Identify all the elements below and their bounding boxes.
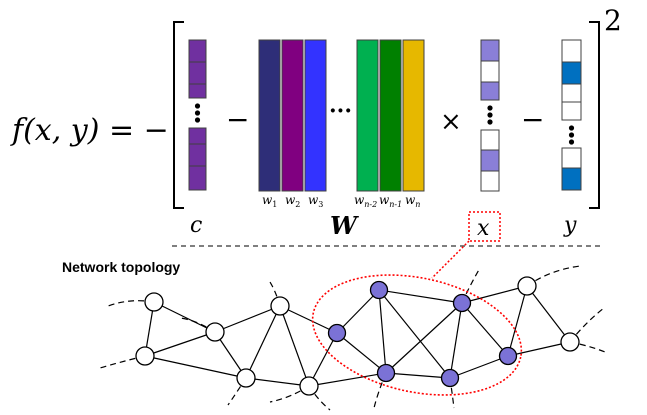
y-vector [561, 39, 582, 191]
x-vector [480, 39, 500, 192]
x-cell [480, 60, 500, 83]
network-node-highlighted [327, 323, 347, 343]
y-cell [561, 101, 582, 121]
highlight-ellipse [311, 274, 523, 396]
c-cell [188, 61, 207, 85]
w2-column [281, 39, 304, 192]
c-cell [188, 83, 207, 99]
dot [568, 125, 575, 131]
network-node [517, 276, 537, 296]
network-nodes [135, 276, 580, 396]
c-vertical-dots [194, 103, 201, 123]
x-cell [480, 81, 500, 101]
right-bracket [589, 21, 600, 209]
wn-1-column [379, 39, 402, 192]
network-node [299, 376, 319, 396]
w3-column [304, 39, 327, 192]
x-cell [480, 149, 500, 172]
y-cell [561, 147, 582, 169]
label-c: c [190, 213, 202, 238]
connector-line [431, 240, 470, 279]
dot [194, 117, 201, 123]
equation-lhs: f(x, y) = − [10, 113, 169, 148]
dot [487, 119, 493, 125]
x-cell [480, 129, 500, 151]
network-node [560, 332, 580, 352]
y-cell [561, 167, 582, 191]
w2-label: w2 [285, 193, 300, 209]
wn-2-label: wn-2 [354, 193, 377, 209]
network-node [144, 292, 164, 312]
c-cell [188, 143, 207, 167]
label-x: x [477, 216, 490, 241]
matrix-ellipsis: ··· [329, 98, 352, 124]
dot [487, 112, 493, 118]
dot [194, 103, 201, 109]
network-node-highlighted [376, 363, 396, 383]
y-cell [561, 61, 582, 85]
network-node [205, 322, 225, 342]
wn-label: wn [405, 193, 420, 209]
dot [487, 105, 493, 111]
weight-matrix: ··· [258, 39, 425, 192]
y-vertical-dots [568, 125, 575, 145]
network-node [236, 368, 256, 388]
exponent: 2 [604, 4, 622, 37]
dot [568, 139, 575, 145]
weight-labels: w1 w2 w3 wn-2 wn-1 wn [262, 193, 420, 209]
minus-operator-2: − [521, 103, 544, 136]
w1-column [258, 39, 281, 192]
wn-2-column [356, 39, 379, 192]
wn-1-label: wn-1 [379, 193, 402, 209]
network-title: Network topology [62, 259, 180, 275]
x-cell [480, 170, 500, 192]
label-y: y [563, 213, 577, 238]
network-node-highlighted [440, 368, 460, 388]
x-cell [480, 39, 500, 62]
minus-operator-1: − [226, 103, 249, 136]
network-node-highlighted [369, 280, 389, 300]
c-cell [188, 127, 207, 145]
network-node-highlighted [452, 293, 472, 313]
y-cell [561, 83, 582, 103]
c-cell [188, 165, 207, 191]
c-vector [188, 39, 207, 191]
dot [568, 132, 575, 138]
c-cell [188, 39, 207, 63]
network-node [135, 346, 155, 366]
label-W: W [330, 211, 359, 240]
x-vertical-dots [487, 105, 493, 125]
w3-label: w3 [308, 193, 323, 209]
wn-column [402, 39, 425, 192]
network-node [270, 296, 290, 316]
y-cell [561, 39, 582, 63]
x-highlight-box [468, 211, 501, 242]
w1-label: w1 [262, 193, 277, 209]
dot [194, 110, 201, 116]
left-bracket [173, 21, 184, 209]
network-node-highlighted [498, 346, 518, 366]
times-operator: × [440, 107, 462, 137]
